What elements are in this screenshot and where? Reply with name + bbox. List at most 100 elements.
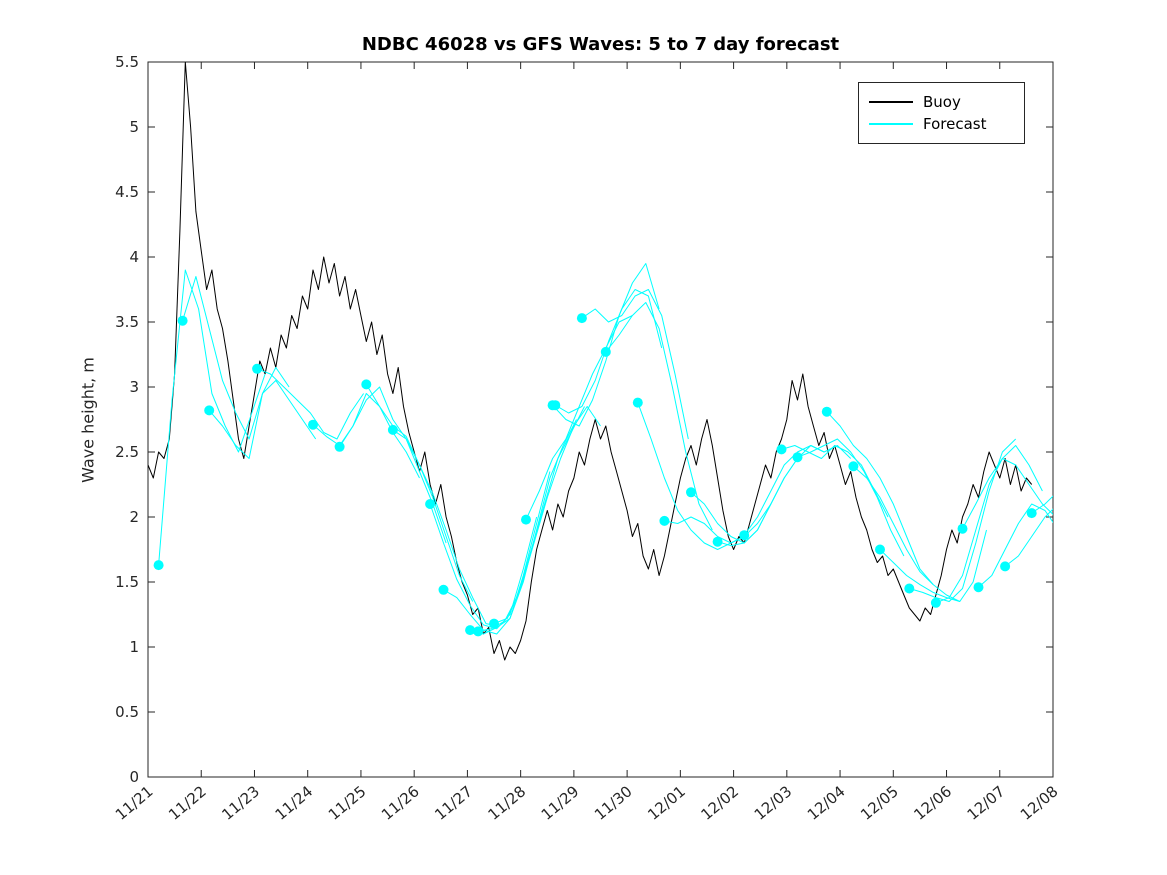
forecast-marker-dot [973,582,984,593]
y-tick-label: 2 [129,508,139,526]
forecast-segment-line [717,445,825,547]
x-tick-label: 12/01 [644,782,689,824]
forecast-segment-line [935,445,1043,604]
forecast-marker-dot [387,424,398,435]
forecast-segment-line [962,458,1053,529]
x-tick-label: 11/29 [538,782,583,824]
forecast-segment-line [879,529,987,602]
x-tick-label: 12/08 [1017,782,1062,824]
forecast-marker-dot [204,405,215,416]
forecast-marker-dot [576,313,587,324]
forecast-segment-line [443,471,551,635]
forecast-segment-line [605,302,713,531]
legend-item-forecast: Forecast [869,113,1014,135]
forecast-segment-line [781,445,889,518]
y-tick-label: 3.5 [115,313,139,331]
y-tick-label: 0.5 [115,703,139,721]
forecast-marker-dot [1026,508,1037,519]
forecast-marker-dot [489,618,499,629]
forecast-marker-dot [334,441,345,452]
x-tick-label: 12/02 [697,782,742,824]
forecast-segment-line [365,384,474,602]
x-tick-label: 11/23 [218,782,263,824]
forecast-segment-line [493,406,601,625]
x-tick-label: 11/30 [591,782,636,824]
legend: Buoy Forecast [858,82,1025,144]
y-tick-label: 5 [129,118,139,136]
forecast-segment-line [469,419,577,635]
forecast-marker-dot [308,419,318,430]
forecast-marker-dot [848,461,859,472]
forecast-marker-dot [473,626,484,637]
y-tick-label: 1.5 [115,573,139,591]
y-tick-label: 0 [129,768,139,786]
y-tick-label: 4.5 [115,183,139,201]
buoy-line-sample [869,101,913,103]
legend-label-forecast: Forecast [923,115,987,133]
forecast-marker-dot [521,514,531,525]
chart-title: NDBC 46028 vs GFS Waves: 5 to 7 day fore… [361,34,840,55]
y-tick-label: 1 [129,638,139,656]
x-tick-label: 11/26 [378,782,423,824]
y-tick-label: 3 [129,378,139,396]
axes-box [147,61,1054,778]
axis-tick-labels: 00.511.522.533.544.555.511/21 11/22 11/23 1… [112,53,1062,824]
forecast-marker-dot [177,315,188,326]
forecast-segment-line [182,276,290,440]
forecast-segment-line [664,503,772,544]
forecast-marker-dot [957,523,968,534]
forecast-marker-dot [792,452,803,463]
forecast-marker-dot [712,536,723,547]
plot-series [148,62,1053,661]
x-tick-label: 12/03 [751,782,796,824]
forecast-marker-dot [361,379,372,390]
x-tick-label: 11/24 [272,782,317,824]
forecast-marker-dot [438,584,449,595]
x-tick-label: 11/27 [431,782,476,824]
forecast-marker-dot [739,530,750,541]
x-tick-label: 11/25 [325,782,370,824]
forecast-segment-line [797,438,905,557]
forecast-segment-line [1031,495,1053,514]
forecast-marker-dot [632,397,643,408]
forecast-marker-dot [904,583,915,594]
forecast-marker-dot [875,544,885,555]
forecast-series-lines [158,263,1053,635]
forecast-marker-dot [550,400,561,411]
forecast-marker-dot [1000,561,1011,572]
forecast-segment-line [826,411,934,585]
forecast-segment-line [158,269,266,566]
forecast-marker-dot [252,363,263,374]
x-tick-label: 11/28 [485,782,530,824]
forecast-marker-dot [776,444,787,455]
x-tick-label: 11/22 [165,782,210,824]
forecast-marker-dot [425,499,436,509]
y-tick-label: 2.5 [115,443,139,461]
forecast-start-markers [153,313,1037,637]
y-tick-label: 5.5 [115,53,139,71]
legend-label-buoy: Buoy [923,93,961,111]
forecast-marker-dot [465,625,476,636]
x-tick-label: 12/07 [964,782,1009,824]
x-tick-label: 12/04 [804,782,849,824]
forecast-marker-dot [600,346,611,357]
axis-ticks [147,61,1054,778]
forecast-segment-line [208,380,317,459]
forecast-segment-line [978,503,1053,588]
forecast-segment-line [256,368,365,440]
forecast-segment-line [339,386,447,544]
forecast-marker-dot [659,515,670,526]
forecast-line-sample [869,123,913,125]
forecast-segment-line [637,402,745,550]
forecast-segment-line [555,289,663,414]
forecast-marker-dot [686,487,696,498]
forecast-segment-line [552,263,660,427]
forecast-marker-dot [821,406,832,417]
forecast-segment-line [429,503,538,630]
forecast-segment-line [312,393,420,479]
x-tick-label: 12/06 [910,782,955,824]
x-tick-label: 12/05 [857,782,902,824]
y-tick-label: 4 [129,248,139,266]
